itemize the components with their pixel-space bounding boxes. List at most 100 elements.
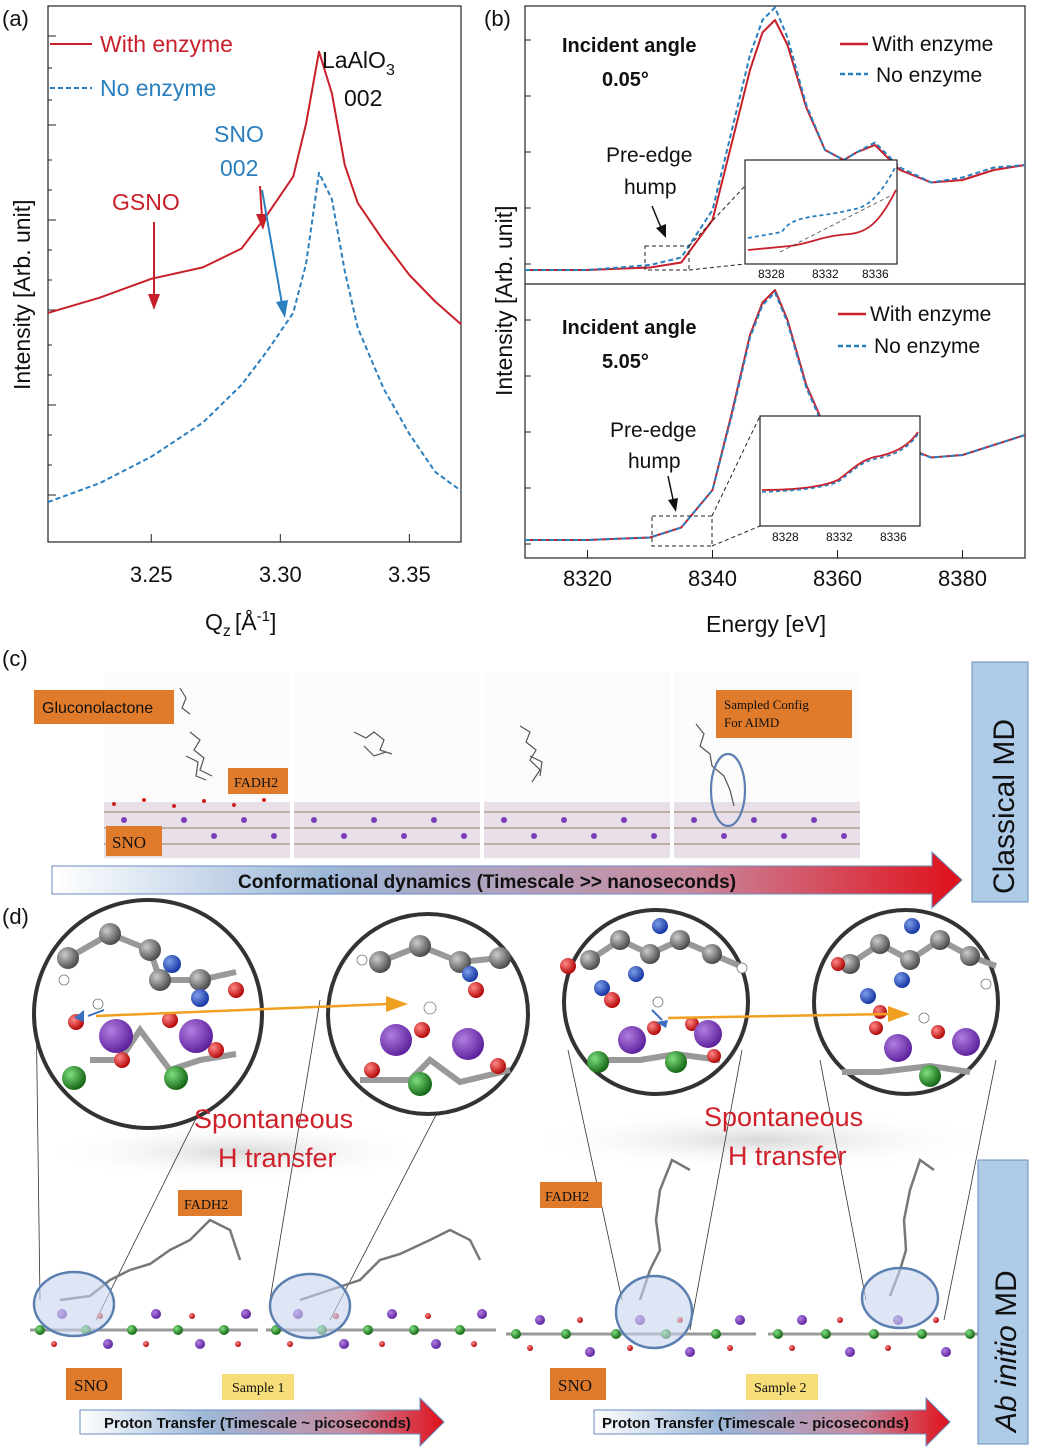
xlabel-b: Energy [eV] — [706, 611, 826, 637]
d-highlight-2 — [268, 1272, 352, 1340]
d-arrow-right-text: Proton Transfer (Timescale ~ picoseconds… — [602, 1415, 909, 1432]
legend-without-text-a: No enzyme — [100, 75, 216, 101]
x-tick-label-b: 8340 — [688, 566, 737, 591]
inset-top-tick-1: 8328 — [758, 267, 785, 281]
d-highlight-3 — [614, 1274, 694, 1350]
zoom-box-top — [644, 245, 690, 271]
preedge-bot-2: hump — [628, 450, 681, 473]
zoom-box-bot — [651, 515, 713, 547]
panel-b-series-top — [525, 6, 1026, 271]
md-frame-2 — [294, 672, 480, 860]
legend-with-text-b-top: With enzyme — [872, 33, 993, 56]
zoom-circle-3 — [560, 908, 750, 1096]
inset-top-curves — [747, 165, 897, 253]
d-fadh2-text-2: FADH2 — [545, 1190, 589, 1205]
d-fadh2-text-1: FADH2 — [184, 1198, 228, 1213]
zoom-line-bot-1 — [711, 415, 761, 517]
d-highlight-4 — [860, 1266, 940, 1330]
panel-a-series — [47, 50, 462, 504]
preedge-top-1: Pre-edge — [606, 144, 692, 167]
annotation-arrows-a — [148, 185, 288, 318]
d-sample-2-text: Sample 2 — [754, 1381, 807, 1396]
spont-left-2: H transfer — [218, 1143, 337, 1173]
spont-left-1: Spontaneous — [194, 1104, 353, 1134]
spont-right-1: Spontaneous — [704, 1102, 863, 1132]
inset-top — [744, 159, 898, 265]
panel-label-a: (a) — [2, 6, 29, 31]
series-with-enzyme-b-top — [525, 19, 1026, 271]
series-no-enzyme-b-top — [525, 6, 1026, 271]
c-sno-box — [106, 826, 162, 856]
panel-b-frame — [524, 5, 1026, 559]
b-top-title-2: 0.05° — [602, 69, 649, 91]
d-side-label: Ab initio MD — [990, 1270, 1023, 1434]
md-frame-3 — [484, 672, 670, 860]
d-fadh2-box-1 — [178, 1190, 242, 1216]
c-gluconolactone-text: Gluconolactone — [42, 700, 153, 717]
c-sampled-text-2: For AIMD — [724, 715, 779, 730]
panel-a-yticks — [48, 35, 56, 496]
d-arrow-right — [593, 1396, 951, 1448]
d-shadow-right — [520, 1110, 1000, 1170]
d-sno-text-1: SNO — [74, 1376, 108, 1395]
inset-bot-tick-2: 8332 — [826, 530, 853, 544]
inset-bot-tick-1: 8328 — [772, 530, 799, 544]
d-fadh2-box-2 — [540, 1182, 602, 1208]
panel-a-xticks: 3.25 3.30 3.35 — [130, 534, 431, 587]
d-sno-box-2 — [550, 1368, 606, 1400]
d-sno-box-1 — [66, 1368, 122, 1400]
d-side-box — [977, 1159, 1029, 1445]
d-sample-1-text: Sample 1 — [232, 1381, 285, 1396]
panel-label-c: (c) — [2, 646, 28, 671]
c-sno-text: SNO — [112, 833, 146, 852]
c-timescale-text: Conformational dynamics (Timescale >> na… — [238, 872, 736, 893]
legend-without-text-b-bot: No enzyme — [874, 335, 980, 358]
b-bot-title-2: 5.05° — [602, 351, 649, 373]
d-shadow-left — [40, 1122, 440, 1182]
inset-bot — [759, 415, 921, 527]
x-tick-label-b: 8320 — [563, 566, 612, 591]
legend-with-text-b-bot: With enzyme — [870, 303, 991, 326]
label-lao-002: 002 — [344, 85, 382, 111]
c-side-label: Classical MD — [988, 719, 1021, 894]
x-tick-label-b: 8380 — [938, 566, 987, 591]
inset-bot-curves — [761, 431, 919, 493]
series-no-enzyme-b-bottom — [525, 291, 1026, 541]
label-sno: SNO — [214, 121, 264, 147]
legend-without-text-b-top: No enzyme — [876, 64, 982, 87]
ylabel-a: Intensity [Arb. unit] — [9, 200, 35, 390]
preedge-top-2: hump — [624, 176, 677, 199]
preedge-arrowhead-top — [656, 224, 666, 238]
xlabel-a: Qz [Å-1] — [205, 608, 276, 640]
panel-b-yticks — [525, 39, 531, 545]
zoom-line-bot-2 — [711, 525, 761, 547]
zoom-line-top-2 — [688, 263, 746, 271]
x-tick-label-a: 3.25 — [130, 562, 173, 587]
zoom-circle-2 — [326, 912, 530, 1116]
panel-b-series-bottom — [525, 289, 1026, 541]
preedge-bot-1: Pre-edge — [610, 419, 696, 442]
inset-top-tick-3: 8336 — [862, 267, 889, 281]
x-tick-label-a: 3.30 — [259, 562, 302, 587]
legend-with-text-a: With enzyme — [100, 31, 233, 57]
d-sno-text-2: SNO — [558, 1376, 592, 1395]
d-sample-1-box — [222, 1374, 294, 1400]
b-top-title-1: Incident angle — [562, 35, 696, 57]
ylabel-b: Intensity [Arb. unit] — [491, 206, 517, 396]
c-sampled-text-1: Sampled Config — [724, 697, 809, 712]
label-lao: LaAlO3 — [322, 47, 395, 79]
label-gsno: GSNO — [112, 189, 180, 215]
c-sampled-box — [716, 690, 852, 738]
d-sample-2-box — [746, 1374, 818, 1400]
preedge-arrowhead-bot — [668, 498, 678, 512]
panel-b-xticks: 8320 8340 8360 8380 — [563, 550, 987, 591]
zoom-circle-4 — [812, 908, 1000, 1096]
panel-label-b: (b) — [484, 6, 511, 31]
c-gluconolactone-box — [34, 690, 174, 724]
series-with-enzyme-a — [47, 50, 462, 325]
c-timescale-arrow — [51, 850, 963, 910]
c-fadh2-box — [228, 768, 288, 794]
x-tick-label-b: 8360 — [813, 566, 862, 591]
c-side-box — [971, 661, 1029, 903]
